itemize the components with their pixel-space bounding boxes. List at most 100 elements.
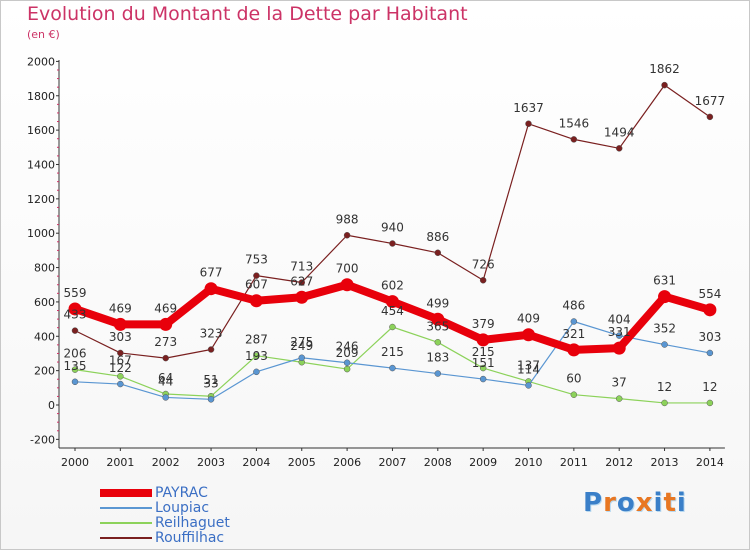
data-label: 151: [472, 356, 495, 370]
legend-item-reilhaguet: Reilhaguet: [100, 516, 230, 530]
data-point: [434, 339, 442, 346]
data-label: 433: [64, 308, 87, 322]
legend-swatch: [100, 537, 152, 539]
data-label: 249: [290, 339, 313, 353]
data-label: 454: [381, 304, 404, 318]
x-tick-label: 2011: [560, 456, 588, 469]
legend-label: Rouffilhac: [155, 530, 225, 546]
data-point: [661, 341, 668, 348]
x-tick-label: 2004: [242, 456, 270, 469]
data-point: [117, 349, 124, 357]
data-point: [479, 277, 487, 284]
data-point: [298, 279, 305, 286]
data-label: 287: [245, 333, 268, 347]
data-point: [253, 368, 260, 376]
data-point: [295, 290, 309, 304]
data-label: 713: [290, 260, 313, 274]
data-point: [343, 232, 351, 239]
data-label: 114: [517, 362, 540, 376]
logo-letter: o: [616, 488, 636, 518]
data-label: 559: [64, 286, 87, 300]
logo-letter: t: [663, 488, 677, 518]
data-point: [570, 318, 578, 325]
data-label: 303: [109, 330, 132, 344]
data-point: [476, 333, 490, 347]
x-tick-label: 2012: [605, 456, 633, 469]
data-point: [207, 346, 215, 353]
chart-title: Evolution du Montant de la Dette par Hab…: [27, 3, 468, 25]
data-point: [253, 352, 260, 359]
data-label: 753: [245, 253, 268, 267]
data-point: [68, 302, 82, 316]
y-tick-label: 800: [34, 262, 55, 275]
data-label: 469: [109, 301, 132, 315]
data-point: [431, 312, 445, 326]
data-point: [567, 343, 581, 357]
data-label: 631: [653, 274, 676, 288]
data-label: 379: [472, 317, 495, 331]
legend-swatch: [100, 489, 152, 497]
data-label: 206: [64, 347, 87, 361]
data-label: 323: [200, 327, 223, 341]
proxiti-logo: Proxiti: [583, 488, 687, 518]
data-point: [204, 282, 218, 296]
data-label: 37: [612, 376, 627, 390]
data-point: [434, 249, 442, 257]
chart-subtitle: (en €): [27, 28, 60, 41]
data-point: [71, 366, 79, 373]
data-label: 33: [203, 376, 218, 390]
data-label: 275: [290, 335, 313, 349]
data-label: 365: [426, 319, 449, 333]
x-tick-label: 2002: [152, 456, 180, 469]
data-point: [389, 323, 396, 331]
data-label: 700: [336, 262, 359, 276]
data-label: 627: [290, 274, 313, 288]
data-point: [661, 81, 668, 89]
data-point: [522, 328, 535, 342]
data-point: [343, 365, 351, 373]
data-point: [525, 120, 532, 128]
data-point: [525, 382, 532, 389]
data-label: 486: [562, 299, 585, 313]
data-label: 51: [203, 373, 218, 387]
y-tick-label: 1600: [27, 124, 55, 137]
data-point: [71, 378, 79, 386]
data-label: 409: [517, 312, 540, 326]
data-point: [570, 391, 578, 398]
data-point: [703, 303, 717, 317]
data-point: [612, 341, 626, 355]
x-tick-label: 2001: [106, 456, 134, 469]
data-point: [253, 272, 260, 279]
data-point: [249, 294, 263, 308]
data-label: 12: [702, 380, 717, 394]
legend-item-rouffilhac: Rouffilhac: [100, 531, 224, 545]
data-label: 273: [154, 335, 177, 349]
legend-item-payrac: PAYRAC: [100, 486, 208, 500]
data-label: 183: [426, 351, 449, 365]
data-point: [159, 317, 173, 331]
data-point: [479, 375, 487, 383]
x-tick-label: 2010: [515, 456, 543, 469]
data-label: 321: [562, 327, 585, 341]
data-label: 940: [381, 221, 404, 235]
data-point: [706, 113, 714, 121]
y-tick-label: 600: [34, 296, 55, 309]
data-label: 246: [336, 340, 359, 354]
data-label: 209: [336, 346, 359, 360]
data-label: 64: [158, 371, 173, 385]
x-tick-label: 2014: [696, 456, 724, 469]
data-point: [113, 317, 127, 331]
data-label: 1637: [513, 101, 544, 115]
data-label: 677: [200, 266, 223, 280]
data-label: 122: [109, 361, 132, 375]
y-tick-label: 2000: [27, 55, 55, 68]
data-label: 60: [566, 372, 581, 386]
data-label: 303: [698, 330, 721, 344]
data-label: 607: [245, 278, 268, 292]
data-label: 602: [381, 279, 404, 293]
data-label: 331: [608, 325, 631, 339]
data-label: 1546: [559, 116, 590, 130]
data-point: [615, 395, 623, 402]
